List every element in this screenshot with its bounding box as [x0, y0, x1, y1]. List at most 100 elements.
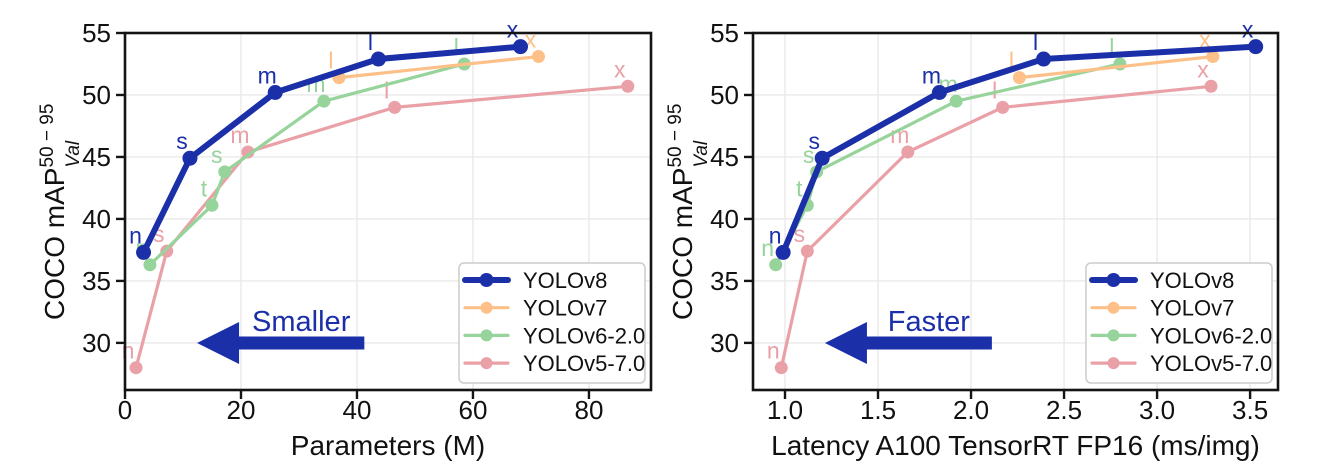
- legend-entry-YOLOv7: YOLOv7: [1090, 296, 1234, 321]
- legend-marker: [479, 273, 494, 287]
- y-tick-label: 35: [710, 266, 739, 296]
- point-label: m: [922, 63, 941, 89]
- legend-label: YOLOv5-7.0: [1150, 351, 1272, 376]
- x-tick-label: 2.5: [1046, 395, 1082, 425]
- point-label: m: [230, 122, 249, 148]
- point-label: l: [1033, 29, 1038, 55]
- smaller-left-arrow-icon: [197, 322, 365, 364]
- x-tick-label: 1.5: [860, 395, 896, 425]
- point-YOLOv5-7.0-n: [774, 361, 788, 375]
- legend-box: [458, 262, 646, 384]
- point-YOLOv8-m: [267, 85, 283, 100]
- x-tick-label: 3.0: [1139, 395, 1175, 425]
- x-tick-label: 3.5: [1232, 395, 1268, 425]
- x-axis-label: Latency A100 TensorRT FP16 (ms/img): [771, 430, 1260, 461]
- x-tick-label: 2.0: [953, 395, 989, 425]
- point-label: s: [808, 128, 820, 154]
- y-tick-label: 40: [710, 204, 739, 234]
- point-YOLOv5-7.0-m: [901, 145, 915, 159]
- point-label: s: [211, 142, 223, 168]
- point-YOLOv6-2.0-n: [769, 258, 783, 272]
- point-label: s: [803, 142, 815, 168]
- legend-marker: [480, 357, 493, 370]
- legend-marker: [1107, 329, 1120, 342]
- x-tick-label: 60: [458, 395, 487, 425]
- point-YOLOv6-2.0-n: [143, 258, 157, 272]
- legend-label: YOLOv8: [523, 268, 607, 293]
- point-label: s: [176, 128, 188, 154]
- point-label: x: [1197, 56, 1209, 82]
- legend-marker: [1107, 301, 1120, 314]
- point-YOLOv8-n: [136, 244, 152, 260]
- point-label: l: [328, 48, 333, 74]
- point-YOLOv5-7.0-m: [241, 145, 255, 159]
- y-tick-label: 55: [710, 18, 739, 48]
- y-tick-label: 45: [710, 142, 739, 172]
- point-YOLOv6-2.0-t: [205, 198, 219, 212]
- x-tick-label: 0: [118, 395, 132, 425]
- series-line: [1017, 54, 1215, 80]
- legend-label: YOLOv7: [1150, 296, 1234, 321]
- y-tick-label: 50: [82, 80, 111, 110]
- series-line: [140, 43, 524, 256]
- legend-label: YOLOv5-7.0: [523, 351, 645, 376]
- point-label: t: [796, 175, 803, 201]
- point-label: n: [122, 338, 135, 364]
- x-tick-label: 1.0: [767, 395, 803, 425]
- legend-marker: [480, 329, 493, 342]
- point-label: n: [129, 222, 142, 248]
- point-label: l: [368, 29, 373, 55]
- point-label: t: [201, 175, 208, 201]
- point-YOLOv7-x: [531, 50, 545, 64]
- point-YOLOv8-s: [182, 150, 198, 166]
- point-YOLOv8-n: [775, 244, 791, 260]
- point-label: l: [1109, 34, 1114, 60]
- x-tick-label: 40: [343, 395, 372, 425]
- point-label: n: [761, 235, 774, 261]
- x-tick-label: 20: [227, 395, 256, 425]
- point-label: x: [1242, 17, 1254, 43]
- point-YOLOv8-x: [513, 39, 529, 55]
- point-YOLOv5-7.0-l: [388, 100, 402, 114]
- y-tick-label: 35: [82, 266, 111, 296]
- legend-label: YOLOv6-2.0: [1150, 323, 1272, 348]
- x-tick-label: 80: [574, 395, 603, 425]
- plot-border: [123, 31, 653, 392]
- y-axis-label: COCO mAP50 − 95 Val: [37, 104, 84, 320]
- legend-marker: [1106, 273, 1121, 287]
- legend-label: YOLOv8: [1150, 268, 1234, 293]
- legend-entry-YOLOv6-2.0: YOLOv6-2.0: [1090, 323, 1272, 348]
- y-axis-label: COCO mAP50 − 95 Val: [665, 104, 712, 320]
- point-label: s: [153, 221, 165, 247]
- legend-entry-YOLOv5-7.0: YOLOv5-7.0: [463, 351, 645, 376]
- point-label: x: [614, 56, 626, 82]
- point-label: s: [794, 221, 806, 247]
- point-label: l: [992, 77, 997, 103]
- point-YOLOv5-7.0-s: [800, 244, 814, 258]
- y-tick-label: 45: [82, 142, 111, 172]
- y-tick-label: 30: [82, 328, 111, 358]
- point-YOLOv8-l: [370, 51, 386, 67]
- point-label: x: [507, 17, 519, 43]
- point-YOLOv5-7.0-s: [160, 244, 174, 258]
- series-line: [337, 54, 541, 80]
- point-YOLOv7-x: [1206, 50, 1220, 64]
- y-tick-label: 50: [710, 80, 739, 110]
- point-YOLOv7-l: [1012, 71, 1026, 85]
- legend-marker: [1107, 357, 1120, 370]
- point-YOLOv8-s: [814, 150, 830, 166]
- point-label: n: [769, 222, 782, 248]
- point-YOLOv6-2.0-s: [218, 165, 232, 179]
- point-label: l: [454, 34, 459, 60]
- point-YOLOv6-2.0-m: [317, 94, 331, 108]
- point-YOLOv8-m: [931, 85, 947, 100]
- legend-label: YOLOv7: [523, 296, 607, 321]
